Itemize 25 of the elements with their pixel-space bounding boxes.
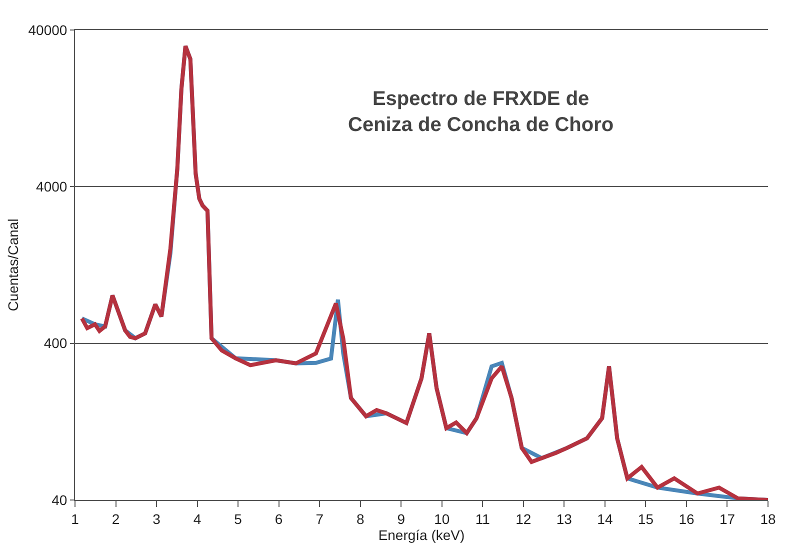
x-tick-label: 8 xyxy=(356,510,364,527)
x-tick-label: 9 xyxy=(397,510,406,527)
x-tick-label: 18 xyxy=(760,510,776,527)
y-tick-label: 40 xyxy=(52,492,68,508)
x-tick-label: 15 xyxy=(638,510,654,527)
x-tick-label: 2 xyxy=(112,510,120,527)
y-tick-label: 400 xyxy=(44,335,68,352)
x-tick-label: 10 xyxy=(434,510,450,527)
x-tick-label: 14 xyxy=(597,510,613,527)
x-tick-label: 7 xyxy=(316,510,324,527)
x-tick-label: 5 xyxy=(234,510,242,527)
x-tick-label: 13 xyxy=(556,510,572,527)
x-tick-label: 6 xyxy=(274,510,283,527)
y-tick-label: 40000 xyxy=(28,22,68,38)
y-axis-title: Cuentas/Canal xyxy=(4,218,21,312)
x-tick-label: 1 xyxy=(71,510,80,527)
x-tick-label: 16 xyxy=(678,510,694,527)
x-tick-label: 17 xyxy=(719,510,736,527)
x-tick-label: 11 xyxy=(475,510,490,527)
x-axis-title: Energía (keV) xyxy=(378,526,465,543)
x-tick-label: 4 xyxy=(193,510,202,527)
y-tick-label: 4000 xyxy=(36,178,68,195)
x-tick-label: 12 xyxy=(516,510,532,527)
text: Espectro de FRXDE de Ceniza de Concha de Choro xyxy=(348,88,614,136)
x-tick-label: 3 xyxy=(152,510,161,527)
